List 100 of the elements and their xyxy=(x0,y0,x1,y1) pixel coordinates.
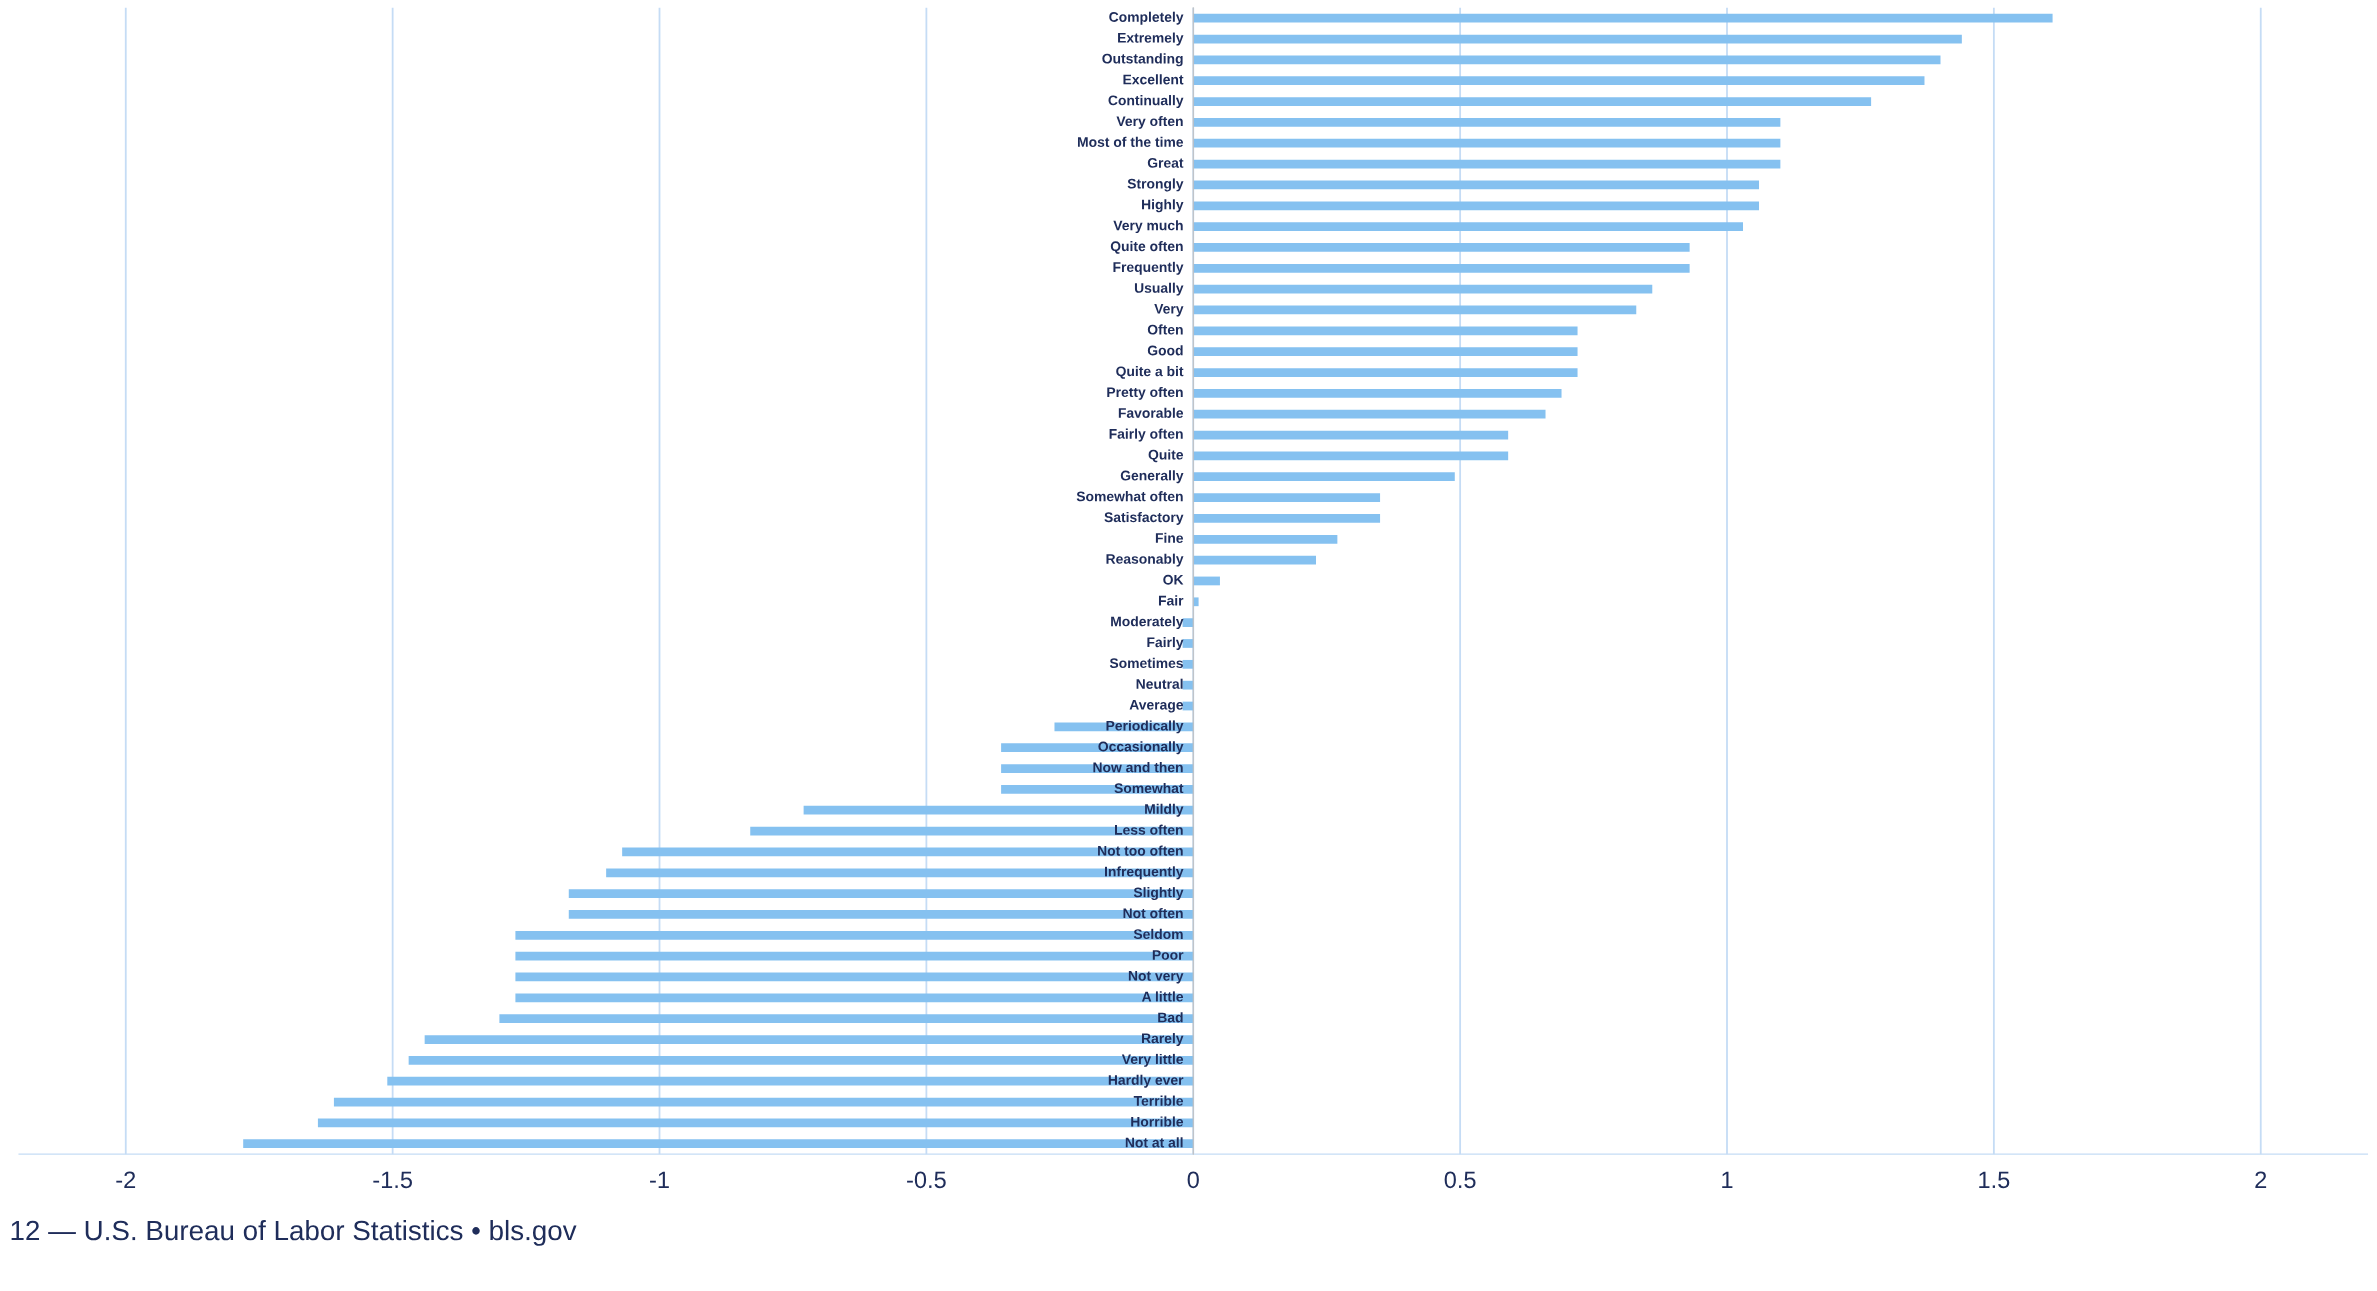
bar xyxy=(1193,138,1781,148)
bar xyxy=(1193,97,1872,106)
y-tick-label: Not at all xyxy=(1125,1137,1183,1148)
y-tick-label: Bad xyxy=(1158,1012,1183,1023)
bar xyxy=(424,1035,1194,1044)
x-tick-label: 1 xyxy=(1722,1171,1733,1188)
y-tick-label: OK xyxy=(1163,574,1184,585)
y-tick-label: Slightly xyxy=(1133,887,1184,901)
y-tick-label: Not too often xyxy=(1098,845,1183,856)
bar xyxy=(1182,659,1194,669)
bar xyxy=(1193,305,1637,315)
bar xyxy=(1193,284,1653,294)
bar xyxy=(1193,180,1760,190)
bar xyxy=(1193,159,1781,169)
y-tick-label: Sometimes xyxy=(1109,657,1183,669)
y-tick-label: Hardly ever xyxy=(1108,1074,1184,1088)
y-tick-label: Periodically xyxy=(1106,720,1184,734)
bar xyxy=(1193,555,1317,565)
y-tick-label: Very often xyxy=(1116,115,1183,129)
y-tick-label: Generally xyxy=(1120,470,1184,484)
bar xyxy=(1193,201,1760,211)
x-tick-label: -2 xyxy=(116,1171,136,1188)
y-tick-label: Less often xyxy=(1115,824,1183,835)
bar xyxy=(1182,639,1194,648)
bar xyxy=(243,1139,1194,1149)
bar xyxy=(1193,514,1381,523)
y-tick-label: Poor xyxy=(1152,950,1184,960)
y-tick-label: Very much xyxy=(1113,220,1183,234)
bar xyxy=(1193,368,1578,377)
y-tick-label: Quite often xyxy=(1110,240,1183,254)
bar xyxy=(1193,451,1509,461)
bar xyxy=(1193,597,1199,607)
y-tick-label: Neutral xyxy=(1136,678,1183,689)
y-tick-label: Reasonably xyxy=(1106,553,1184,567)
y-tick-label: Somewhat xyxy=(1114,782,1184,794)
y-tick-label: Frequently xyxy=(1113,261,1184,275)
bar xyxy=(1193,430,1509,440)
bar xyxy=(568,889,1194,898)
x-tick-label: 1.5 xyxy=(1979,1171,2010,1189)
y-tick-label: Horrible xyxy=(1131,1116,1184,1127)
y-tick-label: Very little xyxy=(1121,1053,1184,1067)
bar xyxy=(1193,243,1690,252)
y-tick-label: Fine xyxy=(1155,532,1184,543)
bar xyxy=(387,1076,1194,1086)
bar xyxy=(515,951,1194,961)
y-tick-label: Moderately xyxy=(1111,616,1184,630)
y-tick-label: Good xyxy=(1147,345,1183,356)
y-tick-label: Favorable xyxy=(1118,407,1184,418)
y-tick-label: Infrequently xyxy=(1104,866,1184,880)
y-tick-label: Quite a bit xyxy=(1116,366,1184,379)
y-tick-label: Highly xyxy=(1142,199,1184,213)
bar xyxy=(1193,409,1546,419)
bar xyxy=(515,993,1194,1003)
bar xyxy=(1193,34,1962,44)
x-tick-label: 0.5 xyxy=(1444,1171,1476,1189)
y-tick-label: Strongly xyxy=(1127,178,1184,192)
bar xyxy=(1193,13,2053,23)
y-tick-label: Fairly xyxy=(1147,637,1184,650)
bar xyxy=(515,930,1194,940)
y-tick-label: Completely xyxy=(1109,11,1184,25)
bar xyxy=(1193,222,1744,231)
y-tick-label: Rarely xyxy=(1142,1033,1184,1046)
y-tick-label: Pretty often xyxy=(1107,386,1183,400)
y-tick-label: Continually xyxy=(1108,95,1184,109)
y-tick-label: Now and then xyxy=(1093,762,1183,773)
bar xyxy=(1193,118,1781,127)
y-tick-label: Fair xyxy=(1158,595,1184,606)
y-tick-label: Occasionally xyxy=(1098,741,1184,755)
bar xyxy=(408,1055,1194,1065)
y-tick-label: Great xyxy=(1147,157,1184,168)
y-tick-label: Fairly often xyxy=(1109,428,1183,442)
y-tick-label: Mildly xyxy=(1145,803,1184,817)
bar xyxy=(1182,618,1194,628)
bar xyxy=(1193,263,1690,273)
x-tick-label: -0.5 xyxy=(907,1171,946,1189)
bar xyxy=(1193,76,1925,86)
bar xyxy=(1193,326,1578,336)
x-tick-label: -1 xyxy=(650,1171,669,1188)
bar xyxy=(1193,534,1338,544)
y-tick-label: Satisfactory xyxy=(1104,511,1184,525)
bar xyxy=(1182,680,1194,690)
y-tick-label: Often xyxy=(1147,324,1183,335)
x-tick-label: 0 xyxy=(1187,1171,1199,1189)
y-tick-label: Terrible xyxy=(1133,1095,1184,1106)
y-tick-label: Not often xyxy=(1123,907,1183,919)
y-tick-label: Very xyxy=(1154,304,1184,317)
y-tick-label: Seldom xyxy=(1133,928,1183,940)
y-tick-label: Average xyxy=(1129,699,1184,713)
y-tick-label: Excellent xyxy=(1123,74,1184,85)
x-tick-label: 2 xyxy=(2255,1171,2267,1188)
bar xyxy=(1193,55,1941,65)
y-tick-label: Most of the time xyxy=(1077,136,1184,147)
y-tick-label: A little xyxy=(1141,991,1184,1002)
y-tick-label: Extremely xyxy=(1118,32,1184,46)
y-tick-label: Outstanding xyxy=(1102,53,1183,67)
bar xyxy=(1193,472,1455,482)
text: 12 — U.S. Bureau of Labor Statistics • bls.gov xyxy=(11,1219,577,1246)
bar xyxy=(568,910,1194,919)
bar xyxy=(803,805,1194,815)
bar xyxy=(1193,388,1562,398)
